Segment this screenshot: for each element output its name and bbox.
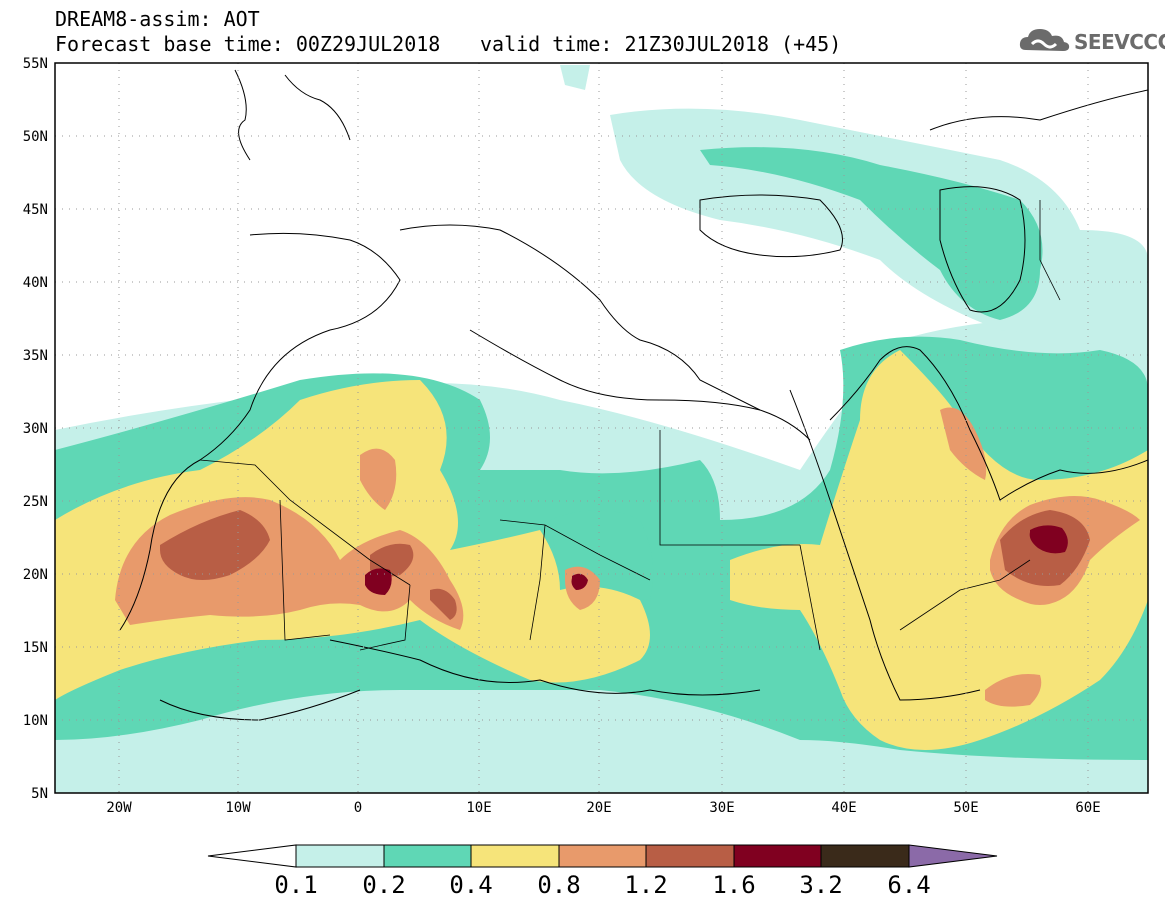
lat-label: 55N	[23, 56, 48, 72]
country-borders	[199, 200, 1061, 651]
colorbar-segment	[470, 844, 560, 868]
lon-label: 0	[354, 800, 362, 816]
lat-label: 30N	[23, 421, 48, 437]
lon-label: 10E	[466, 800, 491, 816]
plot-frame	[54, 62, 1149, 794]
colorbar-label: 0.4	[449, 871, 492, 899]
forecast-base-time: Forecast base time: 00Z29JUL2018	[55, 32, 441, 56]
lat-label: 5N	[31, 786, 48, 802]
colorbar-min-arrow	[207, 844, 297, 868]
valid-time: valid time: 21Z30JUL2018 (+45)	[480, 32, 842, 56]
colorbar-label: 1.2	[624, 871, 667, 899]
logo-text: SEEVCCC	[1074, 30, 1165, 54]
lat-label: 25N	[23, 494, 48, 510]
cloud-icon	[1019, 29, 1070, 51]
lon-label: 50E	[953, 800, 978, 816]
colorbar-segment	[820, 844, 910, 868]
lat-label: 20N	[23, 567, 48, 583]
longitude-labels: 20W 10W 0 10E 20E 30E 40E 50E 60E	[106, 800, 1100, 816]
lat-label: 15N	[23, 640, 48, 656]
lat-label: 35N	[23, 348, 48, 364]
aot-level-0-4	[55, 350, 1148, 750]
seevccc-logo: SEEVCCC	[1018, 24, 1165, 58]
lon-label: 20W	[106, 800, 132, 816]
colorbar-max-arrow	[908, 844, 998, 868]
lat-label: 10N	[23, 713, 48, 729]
lon-label: 30E	[709, 800, 734, 816]
colorbar-segment	[295, 844, 385, 868]
lat-label: 50N	[23, 129, 48, 145]
colorbar-segment	[558, 844, 647, 868]
colorbar-label: 3.2	[799, 871, 842, 899]
lon-label: 10W	[225, 800, 251, 816]
lat-label: 45N	[23, 202, 48, 218]
colorbar-labels: 0.1 0.2 0.4 0.8 1.2 1.6 3.2 6.4	[274, 871, 930, 899]
lon-label: 60E	[1075, 800, 1100, 816]
latitude-labels: 55N 50N 45N 40N 35N 30N 25N 20N 15N 10N …	[23, 56, 48, 802]
colorbar-label: 1.6	[712, 871, 755, 899]
colorbar-segment	[733, 844, 822, 868]
colorbar-segment	[645, 844, 735, 868]
lon-label: 20E	[586, 800, 611, 816]
colorbar-segment	[383, 844, 472, 868]
coastlines	[119, 69, 1148, 721]
colorbar-label: 6.4	[887, 871, 930, 899]
lon-label: 40E	[831, 800, 856, 816]
colorbar	[207, 844, 998, 868]
aot-field	[55, 65, 1148, 793]
colorbar-label: 0.8	[537, 871, 580, 899]
lat-label: 40N	[23, 275, 48, 291]
colorbar-label: 0.1	[274, 871, 317, 899]
grid-lines	[55, 63, 1148, 793]
colorbar-label: 0.2	[362, 871, 405, 899]
aot-level-1-6	[365, 525, 1068, 595]
map-title: DREAM8-assim: AOT	[55, 7, 260, 31]
